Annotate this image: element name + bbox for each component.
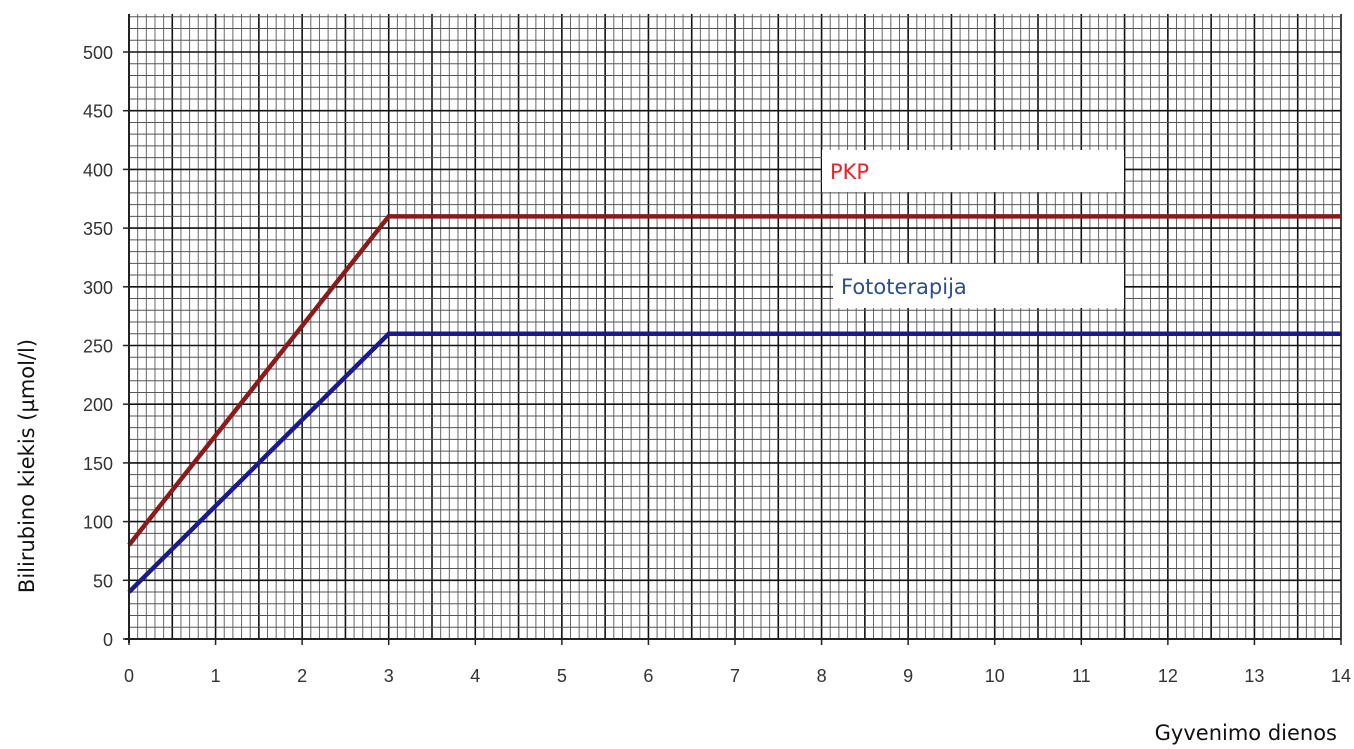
- grid: [128, 14, 1342, 640]
- x-tick-label: 12: [1158, 666, 1178, 686]
- x-axis-title: Gyvenimo dienos: [1155, 721, 1337, 745]
- x-tick-label: 8: [817, 666, 827, 686]
- x-tick-label: 3: [384, 666, 394, 686]
- x-tick-label: 14: [1331, 666, 1351, 686]
- x-tick-label: 5: [557, 666, 567, 686]
- x-tick-label: 7: [730, 666, 740, 686]
- x-tick-label: 2: [297, 666, 307, 686]
- series-labels: PKP Fototerapija: [822, 150, 1124, 308]
- y-tick-label: 450: [83, 102, 113, 122]
- axes: [123, 14, 1342, 645]
- series-line-fototerapija: [127, 331, 1341, 594]
- y-tick-label: 50: [93, 571, 113, 591]
- y-tick-label: 150: [83, 454, 113, 474]
- series: [127, 214, 1341, 594]
- x-tick-label: 11: [1072, 666, 1091, 686]
- x-tick-label: 10: [985, 666, 1005, 686]
- y-tick-label: 100: [83, 513, 113, 533]
- y-tick-label: 300: [83, 278, 113, 298]
- fototerapija-label-box: [833, 264, 1124, 308]
- x-tick-label: 13: [1244, 666, 1264, 686]
- y-tick-label: 0: [103, 630, 113, 650]
- x-tick-label: 0: [124, 666, 134, 686]
- x-tick-label: 4: [470, 666, 480, 686]
- x-tick-label: 6: [643, 666, 653, 686]
- x-tick-label: 1: [211, 666, 221, 686]
- series-line-pkp: [127, 214, 1341, 547]
- y-tick-label: 350: [83, 219, 113, 239]
- y-axis-title: Bilirubino kiekis (µmol/l): [15, 339, 39, 593]
- pkp-label-box: [822, 150, 1124, 192]
- y-tick-label: 400: [83, 160, 113, 180]
- fototerapija-label: Fototerapija: [841, 275, 967, 299]
- y-tick-label: 250: [83, 337, 113, 357]
- x-tick-label: 9: [903, 666, 913, 686]
- pkp-label: PKP: [830, 160, 869, 184]
- y-tick-label: 200: [83, 395, 113, 415]
- y-tick-label: 500: [83, 43, 113, 63]
- tick-labels: 0 1 2 3 4 5 6 7 8 9 10 11 12 13 1405010015020025030035…: [83, 43, 1351, 686]
